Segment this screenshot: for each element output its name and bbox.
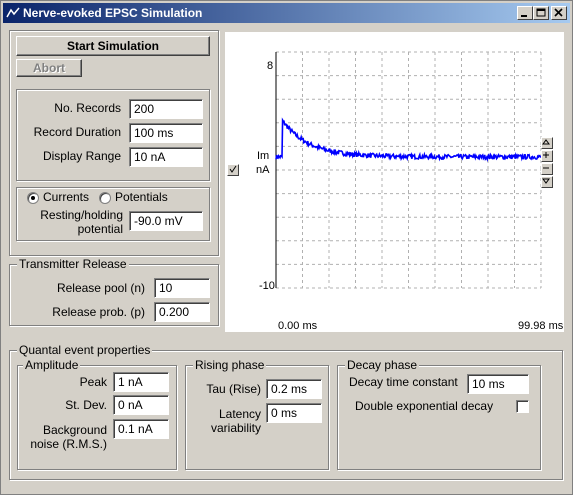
record-duration-label: Record Duration	[33, 125, 121, 139]
y-min-tick: -10	[259, 280, 275, 292]
minimize-icon	[521, 15, 527, 17]
potentials-label: Potentials	[115, 190, 168, 204]
double-exponential-checkbox[interactable]	[516, 400, 529, 413]
latency-label-1: Latency	[218, 407, 261, 421]
peak-input[interactable]	[113, 372, 169, 392]
amplitude-title: Amplitude	[23, 358, 81, 372]
noise-label-2: noise (R.M.S.)	[30, 437, 107, 451]
decay-phase-group	[337, 365, 541, 470]
x-start-tick: 0.00 ms	[278, 320, 318, 332]
rising-phase-title: Rising phase	[193, 358, 267, 372]
maximize-icon	[536, 8, 546, 17]
mode-group	[16, 187, 210, 241]
currents-radio[interactable]	[27, 192, 39, 204]
epsc-plot: 8 -10 Im nA 0.00 ms 99.98 ms	[225, 32, 564, 332]
zoom-in-up-button[interactable]	[541, 137, 553, 149]
zoom-down-button[interactable]	[541, 176, 553, 188]
latency-label-2: variability	[210, 421, 261, 435]
currents-label: Currents	[43, 190, 90, 204]
peak-label: Peak	[79, 375, 107, 389]
y-max-tick: 8	[267, 60, 274, 72]
decay-tau-label: Decay time constant	[349, 375, 458, 389]
decay-phase-title: Decay phase	[345, 358, 420, 372]
channel-menu-button[interactable]	[227, 164, 239, 176]
decay-tau-input[interactable]	[467, 374, 529, 394]
start-simulation-button[interactable]: Start Simulation	[16, 36, 210, 56]
stdev-label: St. Dev.	[65, 398, 107, 412]
release-prob-label: Release prob. (p)	[52, 305, 145, 319]
tau-rise-input[interactable]	[266, 379, 322, 399]
close-button[interactable]	[551, 6, 567, 20]
holding-potential-input[interactable]	[129, 211, 203, 231]
check-mark-icon	[229, 165, 237, 173]
potentials-radio[interactable]	[99, 192, 111, 204]
plot-grid	[275, 51, 542, 289]
app-icon	[6, 7, 20, 18]
triangle-down-icon	[542, 178, 550, 184]
channel-name: Im	[257, 150, 270, 162]
plus-icon	[543, 152, 549, 158]
record-duration-input[interactable]	[129, 123, 203, 143]
no-records-input[interactable]	[129, 99, 203, 119]
triangle-up-icon	[542, 139, 550, 145]
double-exponential-label: Double exponential decay	[355, 399, 494, 413]
minimize-button[interactable]	[517, 6, 533, 20]
minus-icon	[543, 167, 549, 169]
quantal-event-group	[9, 350, 563, 480]
noise-label-1: Background	[42, 423, 107, 437]
abort-button[interactable]: Abort	[16, 59, 82, 77]
window-title: Nerve-evoked EPSC Simulation	[23, 6, 203, 20]
holding-potential-label-1: Resting/holding	[40, 208, 123, 222]
decrease-scale-button[interactable]	[541, 163, 553, 175]
display-range-label: Display Range	[42, 149, 121, 163]
maximize-button[interactable]	[533, 6, 549, 20]
quantal-event-title: Quantal event properties	[17, 343, 153, 357]
record-settings-group	[16, 89, 210, 181]
increase-scale-button[interactable]	[541, 150, 553, 162]
close-icon	[554, 8, 563, 17]
channel-units: nA	[256, 164, 270, 176]
x-end-tick: 99.98 ms	[518, 320, 564, 332]
epsc-plot-canvas	[275, 51, 542, 289]
stdev-input[interactable]	[113, 395, 169, 415]
release-pool-input[interactable]	[154, 278, 210, 298]
no-records-label: No. Records	[54, 101, 121, 115]
release-prob-input[interactable]	[154, 302, 210, 322]
noise-input[interactable]	[113, 419, 169, 439]
transmitter-release-title: Transmitter Release	[17, 257, 129, 271]
display-range-input[interactable]	[129, 147, 203, 167]
epsc-trace	[275, 117, 542, 163]
release-pool-label: Release pool (n)	[56, 281, 145, 295]
holding-potential-label-2: potential	[77, 222, 123, 236]
simulation-controls-panel	[9, 30, 219, 256]
tau-rise-label: Tau (Rise)	[206, 382, 261, 396]
latency-input[interactable]	[266, 403, 322, 423]
amplitude-group	[17, 365, 177, 470]
title-bar[interactable]: Nerve-evoked EPSC Simulation	[3, 3, 570, 23]
